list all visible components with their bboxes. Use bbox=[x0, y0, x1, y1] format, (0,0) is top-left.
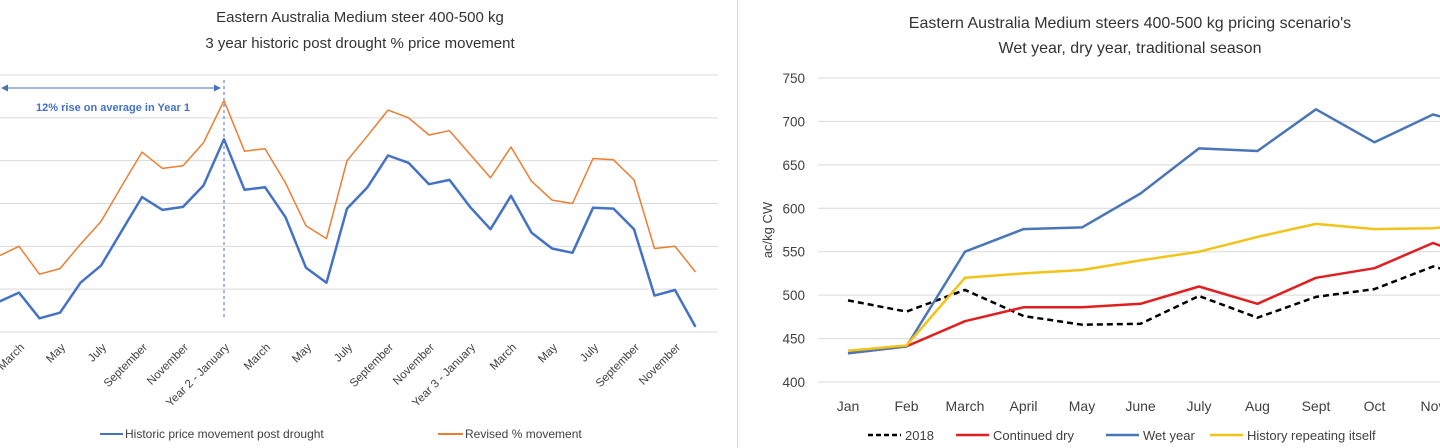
left-x-tick-label: November bbox=[637, 342, 683, 388]
right-x-tick-label: Aug bbox=[1245, 398, 1270, 414]
left-x-tick-label: May bbox=[44, 341, 68, 365]
right-legend-label: Wet year bbox=[1143, 428, 1195, 443]
left-series-line bbox=[0, 99, 697, 275]
right-series-line bbox=[847, 222, 1440, 352]
right-legend-label: 2018 bbox=[905, 428, 934, 443]
right-chart-title: Eastern Australia Medium steers 400-500 … bbox=[909, 15, 1351, 32]
left-x-tick-label: March bbox=[488, 342, 519, 373]
left-x-tick-label: July bbox=[332, 341, 355, 364]
right-y-tick-label: 400 bbox=[782, 375, 805, 390]
right-x-tick-label: April bbox=[1009, 398, 1037, 414]
left-chart-legend: Historic price movement post drought Revi… bbox=[100, 427, 582, 441]
left-x-tick-label: July bbox=[86, 341, 109, 364]
panel-divider bbox=[737, 0, 738, 448]
left-legend-label: Historic price movement post drought bbox=[125, 427, 324, 441]
right-x-tick-label: Nov bbox=[1421, 398, 1440, 414]
right-chart-subtitle: Wet year, dry year, traditional season bbox=[999, 40, 1262, 57]
right-x-tick-label: March bbox=[946, 398, 985, 414]
left-legend-label: Revised % movement bbox=[465, 427, 582, 441]
left-x-tick-label: July bbox=[578, 341, 601, 364]
right-x-tick-label: May bbox=[1069, 398, 1095, 414]
right-x-tick-label: Oct bbox=[1364, 398, 1386, 414]
right-y-tick-label: 550 bbox=[782, 245, 805, 260]
right-series-line bbox=[847, 108, 1440, 355]
right-y-tick-label: 750 bbox=[782, 71, 805, 86]
right-legend-label: Continued dry bbox=[993, 428, 1074, 443]
right-y-tick-label: 500 bbox=[782, 288, 805, 303]
left-x-tick-label: March bbox=[242, 342, 273, 373]
left-x-tick-label: March bbox=[0, 342, 27, 373]
right-y-tick-label: 450 bbox=[782, 332, 805, 347]
left-chart-title: Eastern Australia Medium steer 400-500 k… bbox=[216, 9, 504, 26]
right-x-tick-label: Jan bbox=[837, 398, 860, 414]
left-chart: Eastern Australia Medium steer 400-500 k… bbox=[0, 9, 718, 441]
left-x-tick-label: May bbox=[536, 341, 560, 365]
right-y-tick-label: 700 bbox=[782, 114, 805, 129]
left-x-tick-label: September bbox=[348, 342, 396, 390]
left-x-tick-label: May bbox=[290, 341, 314, 365]
left-x-tick-label: September bbox=[102, 342, 150, 390]
right-chart-y-axis-label: ac/kg CW bbox=[760, 201, 775, 258]
left-chart-subtitle: 3 year historic post drought % price mov… bbox=[205, 35, 515, 52]
right-chart-legend: 2018 Continued dry Wet year History repeati… bbox=[868, 428, 1376, 443]
left-series-line bbox=[0, 138, 697, 328]
annotation-arrowhead-icon bbox=[1, 84, 8, 92]
right-chart: Eastern Australia Medium steers 400-500 … bbox=[760, 15, 1440, 443]
right-y-tick-label: 650 bbox=[782, 158, 805, 173]
right-x-tick-label: July bbox=[1187, 398, 1212, 414]
annotation-arrowhead-icon bbox=[214, 84, 221, 92]
right-x-tick-label: Sept bbox=[1302, 398, 1331, 414]
annotation-label: 12% rise on average in Year 1 bbox=[36, 102, 190, 114]
right-x-tick-label: Feb bbox=[894, 398, 918, 414]
left-x-tick-label: September bbox=[594, 342, 642, 390]
right-series-line bbox=[847, 265, 1440, 326]
right-y-tick-label: 600 bbox=[782, 201, 805, 216]
right-legend-label: History repeating itself bbox=[1247, 428, 1376, 443]
right-x-tick-label: June bbox=[1125, 398, 1156, 414]
right-series-line bbox=[847, 241, 1440, 355]
